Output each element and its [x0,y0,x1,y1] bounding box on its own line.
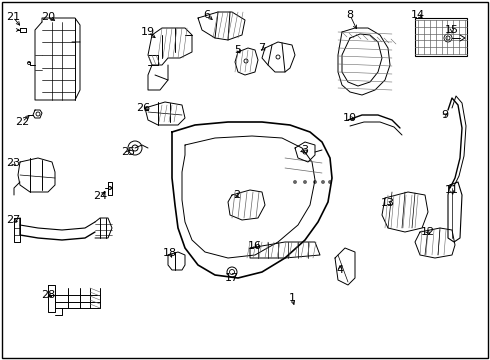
Circle shape [328,180,332,184]
Text: 11: 11 [445,185,459,195]
Text: 21: 21 [6,12,20,22]
Text: 4: 4 [337,265,343,275]
Text: 16: 16 [248,241,262,251]
Text: 12: 12 [421,227,435,237]
Text: 15: 15 [445,25,459,35]
Text: 1: 1 [289,293,295,303]
Text: 18: 18 [163,248,177,258]
Text: 5: 5 [235,45,242,55]
Text: 19: 19 [141,27,155,37]
Text: 9: 9 [441,110,448,120]
Text: 2: 2 [233,190,241,200]
Text: 24: 24 [93,191,107,201]
Text: 23: 23 [6,158,20,168]
Bar [415,18,467,56]
Text: 8: 8 [346,10,354,20]
Text: 3: 3 [301,145,309,155]
Text: 7: 7 [258,43,266,53]
Text: 17: 17 [225,273,239,283]
Circle shape [444,34,452,42]
Text: 13: 13 [381,198,395,208]
Text: 25: 25 [121,147,135,157]
Circle shape [27,62,30,64]
Circle shape [321,180,324,184]
Text: 26: 26 [136,103,150,113]
Text: 10: 10 [343,113,357,123]
Text: 27: 27 [6,215,20,225]
Text: 28: 28 [41,290,55,300]
Circle shape [294,180,296,184]
Text: 14: 14 [411,10,425,20]
Text: 20: 20 [41,12,55,22]
Text: 6: 6 [203,10,211,20]
Circle shape [303,180,307,184]
Text: 22: 22 [15,117,29,127]
Circle shape [314,180,317,184]
